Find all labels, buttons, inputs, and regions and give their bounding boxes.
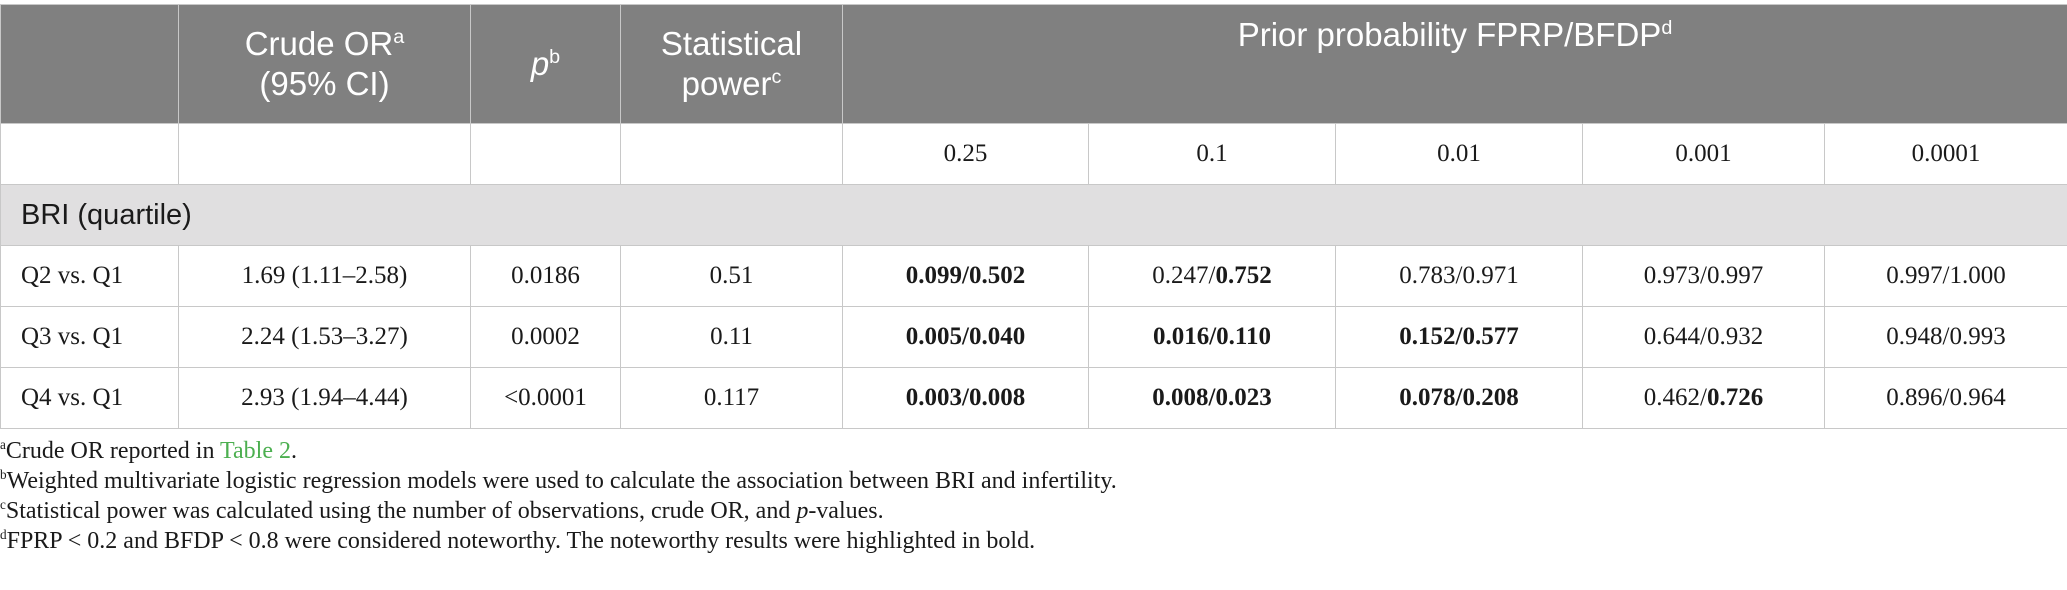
row-label: Q4 vs. Q1 — [0, 367, 179, 429]
header-p: pb — [470, 4, 621, 124]
table-row: Q2 vs. Q1 1.69 (1.11–2.58) 0.0186 0.51 0.099… — [0, 245, 2067, 307]
bfdp-value: 0.997 — [1706, 262, 1764, 289]
bfdp-value: 0.040 — [968, 323, 1026, 350]
fprp-bfdp-cell: 0.896/0.964 — [1823, 367, 2067, 429]
bfdp-value: 0.023 — [1215, 384, 1272, 411]
table-row: Q4 vs. Q1 2.93 (1.94–4.44) <0.0001 0.117 0.0… — [0, 367, 2067, 429]
footnote-d: dFPRP < 0.2 and BFDP < 0.8 were consider… — [0, 527, 1036, 554]
fprp-bfdp-cell: 0.078/0.208 — [1335, 367, 1583, 429]
section-row: BRI (quartile) — [0, 184, 2067, 246]
bfdp-value: 0.971 — [1462, 262, 1519, 289]
fprp-value: 0.462 — [1643, 384, 1701, 411]
footnote-b: bWeighted multivariate logistic regressi… — [0, 467, 1117, 494]
bfdp-value: 0.577 — [1462, 323, 1519, 350]
fprp-value: 0.152 — [1399, 323, 1456, 350]
p-value-cell: 0.0186 — [470, 245, 621, 307]
footnote-a: aCrude OR reported in Table 2. — [0, 437, 298, 464]
fprp-value: 0.016 — [1152, 323, 1210, 350]
header-crude-or: Crude ORa (95% CI) — [178, 4, 471, 124]
fprp-value: 0.078 — [1399, 384, 1456, 411]
power-cell: 0.117 — [620, 367, 843, 429]
fprp-value: 0.099 — [905, 262, 963, 289]
fprp-value: 0.948 — [1886, 323, 1943, 350]
crude-or-cell: 2.93 (1.94–4.44) — [178, 367, 471, 429]
fprp-bfdp-cell: 0.462/0.726 — [1582, 367, 1825, 429]
footnotes: aCrude OR reported in Table 2. bWeighted… — [0, 436, 2067, 556]
bfdp-value: 0.932 — [1706, 323, 1764, 350]
fprp-bfdp-cell: 0.005/0.040 — [842, 306, 1089, 368]
fprp-value: 0.247 — [1152, 262, 1209, 289]
table-row: Q3 vs. Q1 2.24 (1.53–3.27) 0.0002 0.11 0.005… — [0, 306, 2067, 368]
prior-value: 0.25 — [842, 123, 1089, 185]
section-label: BRI (quartile) — [0, 184, 2067, 246]
footnote-c: cStatistical power was calculated using … — [0, 497, 884, 524]
row-label: Q3 vs. Q1 — [0, 306, 179, 368]
fprp-bfdp-cell: 0.973/0.997 — [1582, 245, 1825, 307]
fprp-value: 0.644 — [1643, 323, 1701, 350]
fprp-value: 0.783 — [1399, 262, 1456, 289]
header-power: Statistical powerc — [620, 4, 843, 124]
power-cell: 0.51 — [620, 245, 843, 307]
bfdp-value: 0.110 — [1216, 323, 1272, 350]
bfdp-value: 0.502 — [968, 262, 1026, 289]
fprp-bfdp-cell: 0.948/0.993 — [1823, 306, 2067, 368]
fprp-bfdp-cell: 0.644/0.932 — [1582, 306, 1825, 368]
p-value-cell: 0.0002 — [470, 306, 621, 368]
fprp-value: 0.003 — [905, 384, 963, 411]
bfdp-value: 0.208 — [1462, 384, 1519, 411]
prior-value: 0.001 — [1582, 123, 1825, 185]
bfdp-value: 0.726 — [1706, 384, 1764, 411]
prior-values-row: 0.25 0.1 0.01 0.001 0.0001 — [0, 123, 2067, 185]
power-cell: 0.11 — [620, 306, 843, 368]
bfdp-value: 0.752 — [1215, 262, 1272, 289]
prior-value: 0.1 — [1088, 123, 1336, 185]
prior-value: 0.0001 — [1823, 123, 2067, 185]
fprp-bfdp-cell: 0.247/0.752 — [1088, 245, 1336, 307]
header-blank — [0, 4, 179, 124]
results-table: Crude ORa (95% CI) pb Statistical powerc P… — [0, 4, 2067, 429]
fprp-value: 0.896 — [1886, 384, 1943, 411]
bfdp-value: 0.964 — [1949, 384, 2006, 411]
crude-or-cell: 1.69 (1.11–2.58) — [178, 245, 471, 307]
table-2-link[interactable]: Table 2 — [220, 438, 292, 464]
fprp-value: 0.005 — [905, 323, 963, 350]
fprp-bfdp-cell: 0.003/0.008 — [842, 367, 1089, 429]
header-row: Crude ORa (95% CI) pb Statistical powerc P… — [0, 4, 2067, 124]
fprp-bfdp-cell: 0.783/0.971 — [1335, 245, 1583, 307]
p-value-cell: <0.0001 — [470, 367, 621, 429]
row-label: Q2 vs. Q1 — [0, 245, 179, 307]
crude-or-cell: 2.24 (1.53–3.27) — [178, 306, 471, 368]
fprp-bfdp-cell: 0.099/0.502 — [842, 245, 1089, 307]
fprp-value: 0.997 — [1886, 262, 1943, 289]
fprp-bfdp-cell: 0.997/1.000 — [1823, 245, 2067, 307]
fprp-value: 0.973 — [1643, 262, 1701, 289]
fprp-value: 0.008 — [1152, 384, 1209, 411]
fprp-bfdp-cell: 0.008/0.023 — [1088, 367, 1336, 429]
fprp-bfdp-cell: 0.016/0.110 — [1088, 306, 1336, 368]
bfdp-value: 0.993 — [1949, 323, 2006, 350]
bfdp-value: 1.000 — [1949, 262, 2006, 289]
header-prior-probability: Prior probability FPRP/BFDPd — [841, 4, 2067, 124]
fprp-bfdp-cell: 0.152/0.577 — [1335, 306, 1583, 368]
prior-value: 0.01 — [1335, 123, 1583, 185]
bfdp-value: 0.008 — [968, 384, 1026, 411]
